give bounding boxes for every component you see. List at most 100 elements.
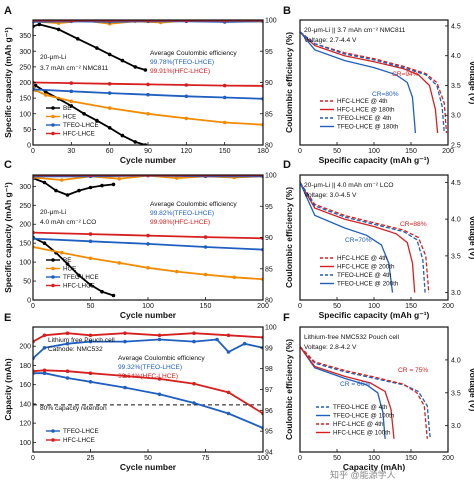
annotation: 3.7 mAh cm⁻² NMC811 [40,65,109,72]
series-group [300,31,448,134]
data-point [184,116,189,121]
y2-tick-label: 94 [265,450,273,457]
x-tick-label: 100 [257,455,269,462]
data-point [157,337,162,342]
y-tick-label: 200 [19,344,31,351]
annotation: CR=80% [372,91,399,98]
data-point [143,68,148,72]
legend-label: HFC-LHCE @ 4th [337,255,388,262]
x-tick-label: 100 [368,455,380,462]
annotation: Average Coulombic efficiency [150,201,237,208]
annotation: 99.64%(HFC-LHCE) [118,373,178,380]
data-point [42,371,47,376]
annotation: Average Coulombic efficiency [150,50,237,57]
x-tick-label: 100 [368,148,380,155]
annotation: 20-μm-Li [40,54,67,61]
data-point [107,91,112,95]
data-point [69,20,74,23]
data-point [88,239,93,244]
legend-label: TFEO-LHCE @ 4th [337,272,392,279]
panel-f: F 0 50 100 150 200 3.0 3.5 4.0 Capacity (mAh) Volt… [283,312,474,472]
y2-tick-label: 100 [265,18,277,25]
x-tick-label: 150 [405,303,417,310]
y-tick-label: 0 [27,143,31,150]
legend-label: HCE [63,114,76,121]
data-point [88,283,93,287]
data-point [146,82,150,87]
panel-label: F [283,312,290,324]
x-tick-label: 50 [87,303,95,310]
legend-label: TFEO-LHCE @ 4th [333,404,388,411]
data-point [226,333,231,338]
data-point [100,183,104,188]
annotation: 4.0 mAh cm⁻² LCO [40,219,96,226]
legend-label: BE [63,257,71,264]
x-tick-label: 30 [67,148,75,155]
y-tick-label: 3.0 [451,290,461,297]
data-point [107,106,112,110]
legend-label: TFEO-LHCE @ 180th [337,124,399,131]
data-point [88,371,93,376]
data-point [95,46,99,50]
panel-a: A 0 30 60 90 120 150 180 0 50 100 150 200 250 300 350 80… [3,5,277,165]
data-point [184,20,189,23]
x-tick-label: 50 [333,148,341,155]
y2-tick-label: 85 [265,266,273,273]
legend-marker [51,123,55,127]
y2-tick-label: 96 [265,408,273,415]
y-tick-label: 3.5 [451,253,461,260]
data-point [42,241,47,245]
annotation: CR = 75% [398,367,428,374]
data-point [69,89,74,94]
x-tick-label: 200 [442,303,454,310]
x-tick-label: 100 [368,303,380,310]
y-axis-label: Specific capacity (mAh g⁻¹) [3,27,13,138]
data-point [88,380,93,384]
panel-label: A [4,5,12,17]
annotation: CR = 66% [340,381,370,388]
legend-label: HFC-LHCE @ 100th [333,430,391,437]
data-point [33,83,38,88]
data-point [123,385,127,390]
y-axis-label: Voltage (V) [468,216,474,260]
y-tick-label: 100 [19,260,31,267]
series-line-2 [300,31,445,134]
annotation: Lithium-free NMC532 Pouch cell [304,334,399,341]
x-tick-label: 0 [298,455,302,462]
y-tick-label: 200 [19,80,31,87]
x-axis-label: Capacity (mAh) [343,462,406,472]
y2-tick-label: 80 [265,143,273,150]
y2-tick-label: 95 [265,429,273,436]
annotation: 99.78%(TFEO-LHCE) [150,59,214,66]
y2-axis-label: Coulombic efficiency (%) [284,32,294,133]
series-line-0 [300,182,430,293]
data-point [65,376,70,380]
y-axis-label: Specific capacity (mAh g⁻¹) [3,182,13,293]
data-point [222,20,227,23]
y2-axis-label: Coulombic efficiency (%) [284,187,294,288]
annotation: 20-μm-Li [40,209,67,216]
y-axis-label: Voltage (V) [468,61,474,105]
y-tick-label: 3.0 [451,423,461,430]
data-point [157,392,162,397]
data-point [146,242,150,246]
data-point [88,185,93,190]
data-point [65,262,70,266]
series-line-2 [300,182,426,293]
y-tick-label: 4.0 [451,53,461,60]
data-point [184,83,189,87]
data-point [107,126,112,130]
data-point [117,261,122,265]
x-tick-label: 200 [257,303,269,310]
y-tick-label: 0 [27,298,31,305]
annotation: CR=94% [392,71,419,78]
annotation: Voltage: 3.0-4.5 V [304,192,357,199]
data-point [65,331,70,336]
x-tick-label: 0 [298,303,302,310]
y-tick-label: 150 [19,241,31,248]
y-tick-label: 350 [19,33,31,40]
